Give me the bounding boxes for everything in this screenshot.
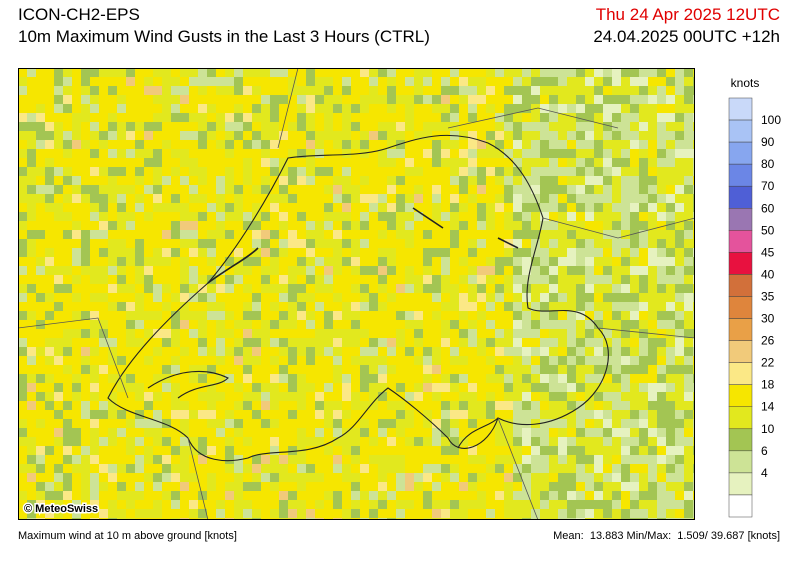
legend: 100 90 80 70 60 50 45 40 35 30 26 22 18 14 10 6 4 [728,97,781,518]
legend-swatch [728,230,753,253]
valid-time: Thu 24 Apr 2025 12UTC [595,5,780,24]
legend-swatch [728,97,753,121]
legend-label: 70 [761,179,775,193]
legend-swatch [728,252,753,275]
map: © MeteoSwiss [18,68,695,520]
borders [18,68,695,520]
credit: © MeteoSwiss [24,503,98,515]
legend-swatch [728,406,753,430]
legend-label: 4 [761,466,768,480]
legend-label: 50 [761,223,775,237]
legend-label: 6 [761,444,768,458]
legend-swatch [728,318,753,341]
map-frame [18,68,695,520]
legend-unit: knots [730,76,760,90]
legend-swatch [728,472,753,496]
legend-swatch [728,494,753,518]
legend-label: 40 [761,267,775,281]
legend-label: 35 [761,289,775,303]
legend-label: 60 [761,201,775,215]
legend-swatch [728,141,753,165]
legend-label: 18 [761,378,775,392]
legend-label: 10 [761,422,775,436]
legend-swatch [728,340,753,363]
legend-label: 100 [761,113,781,127]
legend-swatch [728,362,753,385]
legend-label: 26 [761,334,775,348]
run-time: 24.04.2025 00UTC +12h [593,27,780,46]
legend-swatch [728,428,753,452]
footer-right: Mean: 13.883 Min/Max: 1.509/ 39.687 [kno… [553,530,780,542]
legend-label: 30 [761,312,775,326]
legend-label: 22 [761,356,775,370]
map-title: 10m Maximum Wind Gusts in the Last 3 Hou… [18,27,430,46]
legend-swatch [728,384,753,407]
legend-swatch [728,208,753,231]
legend-label: 14 [761,400,775,414]
legend-swatch [728,274,753,297]
legend-swatch [728,119,753,143]
legend-swatch [728,185,753,209]
model-name: ICON-CH2-EPS [18,5,140,24]
legend-label: 45 [761,245,775,259]
footer-left: Maximum wind at 10 m above ground [knots… [18,530,237,542]
legend-label: 90 [761,135,775,149]
legend-swatch [728,450,753,474]
legend-label: 80 [761,157,775,171]
legend-swatch [728,296,753,319]
legend-swatch [728,163,753,187]
